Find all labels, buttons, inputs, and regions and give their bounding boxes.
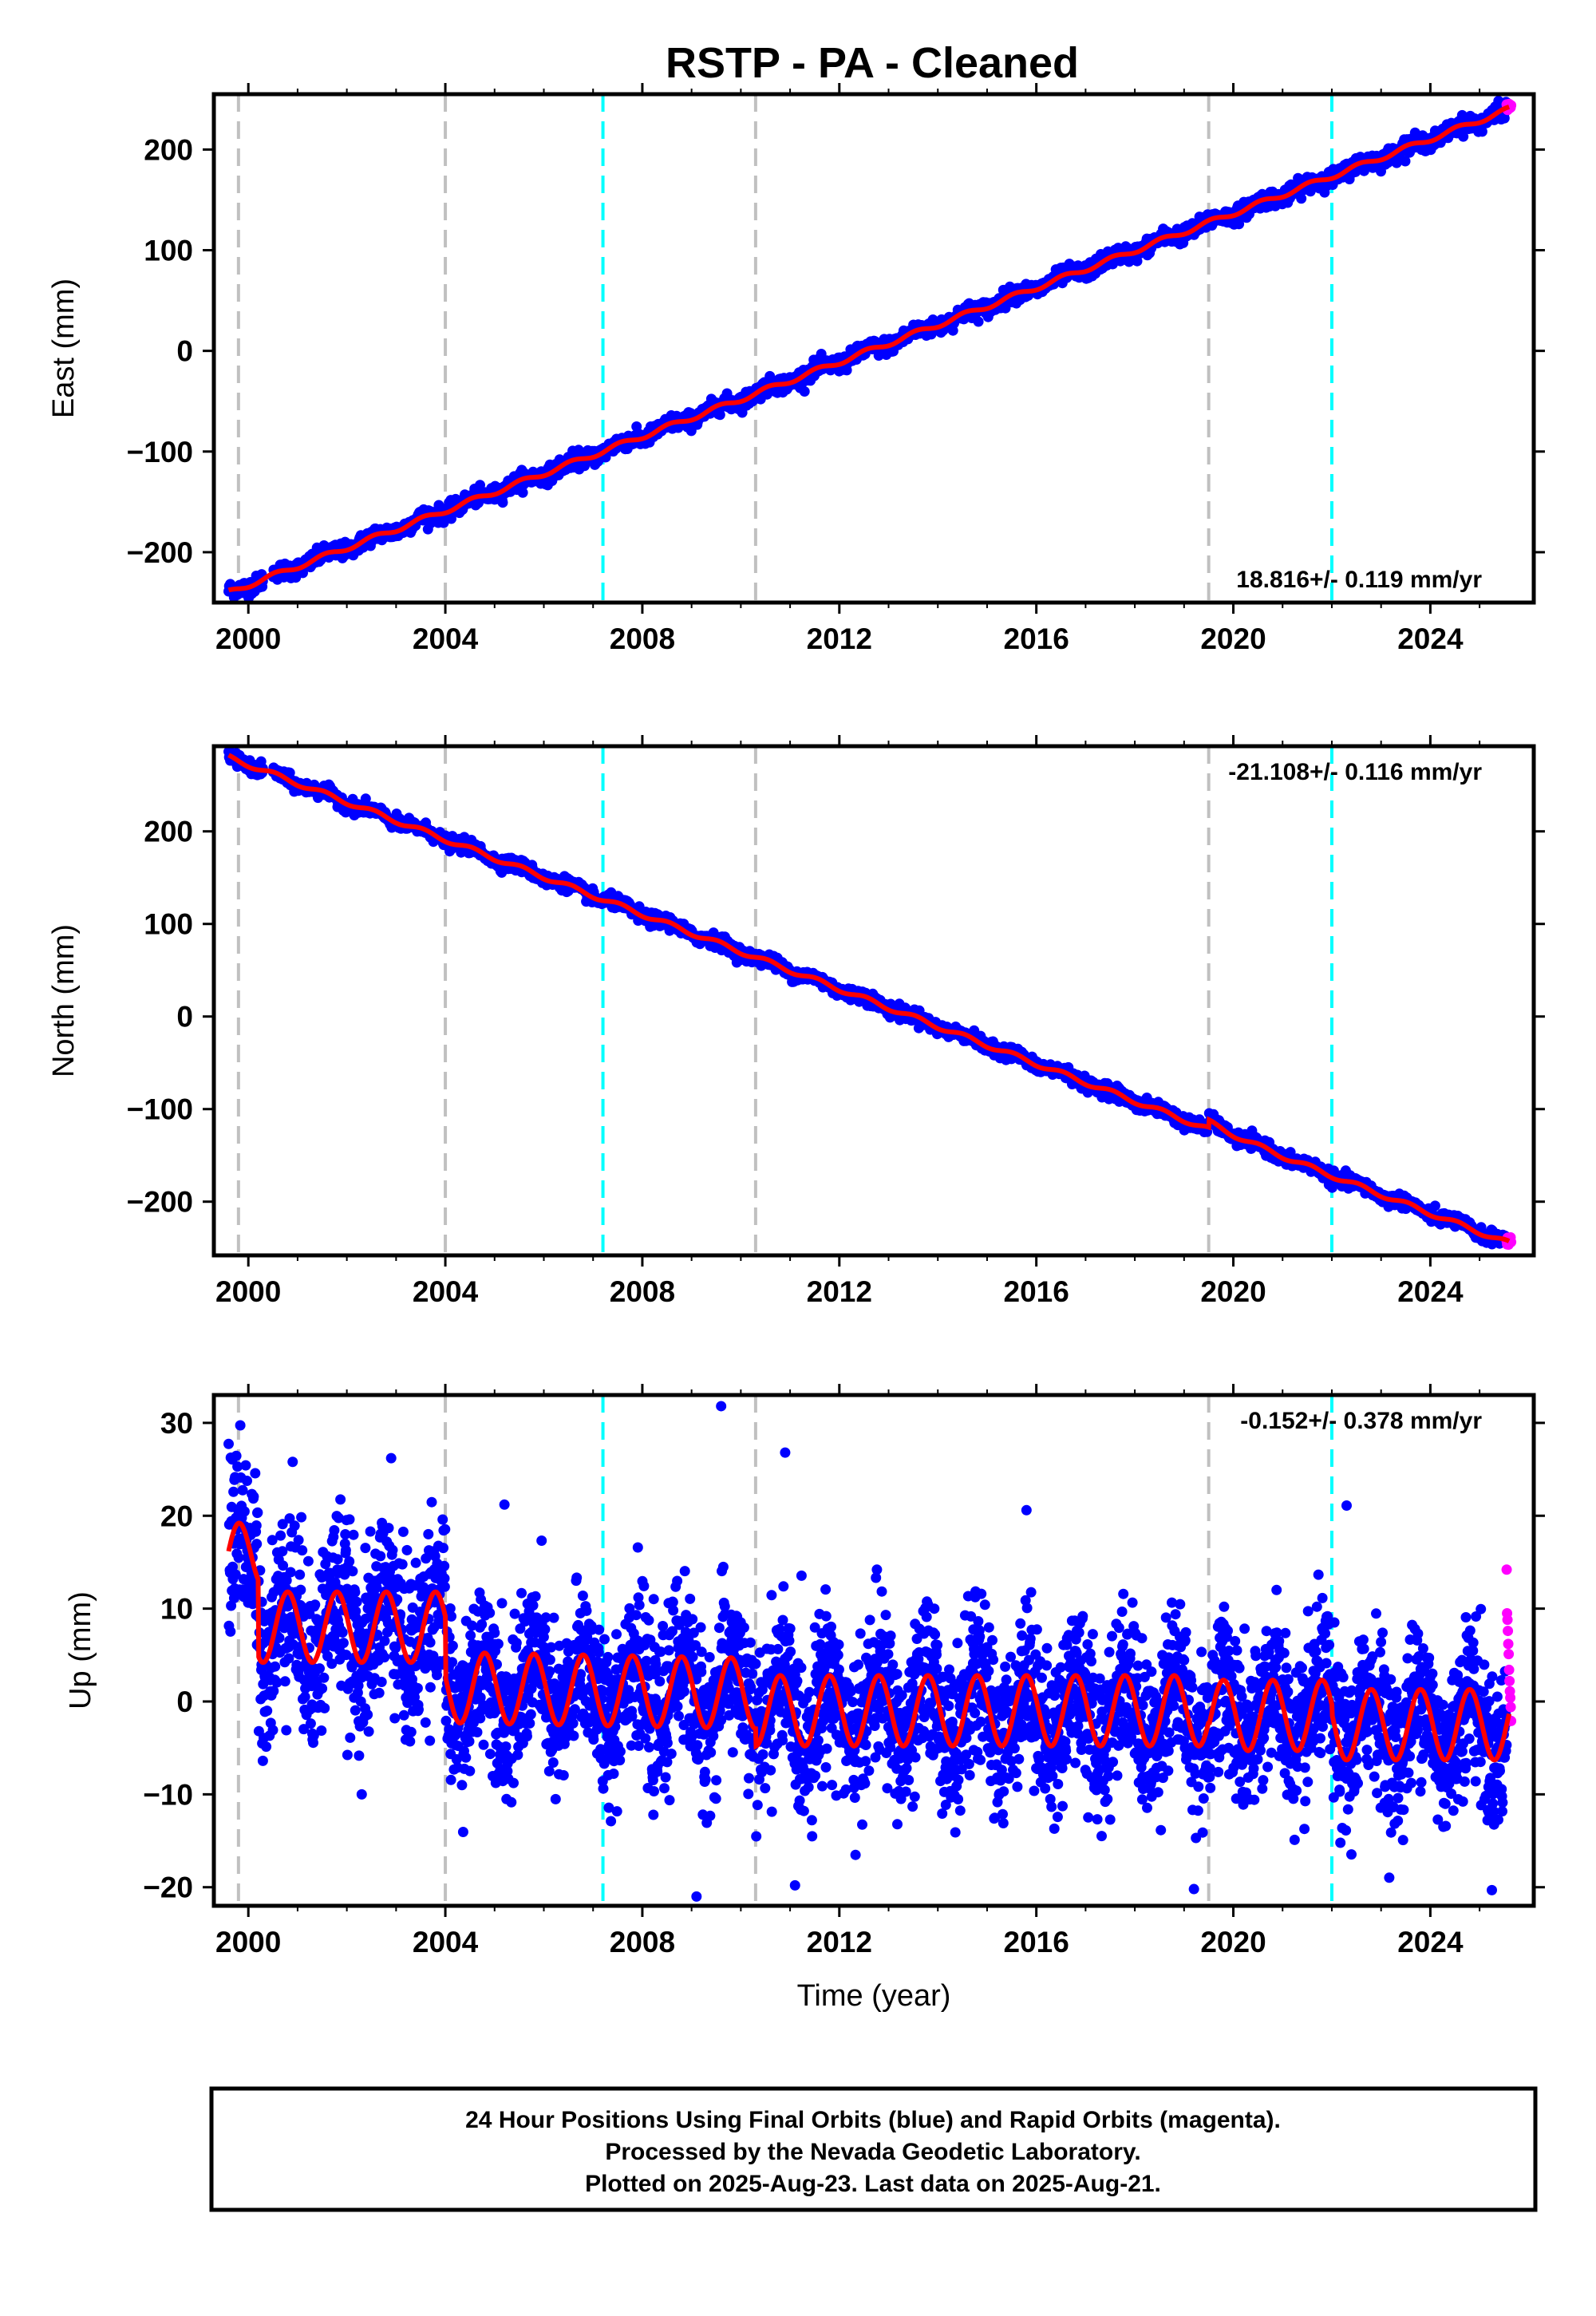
velocity-rate-label: 18.816+/- 0.119 mm/yr: [1236, 567, 1482, 593]
final-orbits-point: [237, 1484, 248, 1496]
x-tick-label: 2000: [215, 622, 281, 655]
final-orbits-point: [251, 1539, 263, 1550]
x-tick-label: 2016: [1004, 1275, 1069, 1308]
final-orbits-point: [228, 1486, 239, 1497]
y-tick-label: −200: [127, 1186, 193, 1219]
x-tick-label: 2020: [1200, 622, 1266, 655]
final-orbits-point: [225, 1626, 236, 1637]
y-tick-label: 0: [176, 1001, 193, 1034]
y-tick-label: 100: [144, 908, 193, 941]
final-orbits-point: [1476, 126, 1487, 137]
final-orbits-point: [250, 1468, 261, 1479]
final-orbits-point: [631, 421, 642, 432]
north-panel: 2000 2004 2008 2012 2016 2020 2024 −200 −100 0 100…: [47, 735, 1545, 1308]
up-panel: 2000 2004 2008 2012 2016 2020 2024−20−10010203…: [64, 1384, 1545, 2013]
y-tick-label: 100: [144, 235, 193, 267]
model-fit-line: [227, 753, 1511, 1243]
final-orbits-point: [252, 1507, 263, 1518]
x-tick-label: 2008: [610, 622, 675, 655]
final-orbits-point: [248, 1491, 259, 1502]
x-tick-label: 2020: [1200, 1275, 1266, 1308]
x-tick-label: 2008: [610, 1275, 675, 1308]
final-orbits-point: [233, 1552, 244, 1563]
east-panel: 2000 2004 2008 2012 2016 2020 2024 −200 −100 0 100…: [47, 83, 1545, 655]
x-tick-label: 2024: [1397, 622, 1464, 655]
chart-title: RSTP - PA - Cleaned: [666, 39, 1079, 87]
final-orbits-point: [240, 1460, 251, 1471]
final-orbits-point: [239, 1506, 250, 1517]
final-orbits-point: [223, 1438, 234, 1449]
final-orbits-point: [1458, 131, 1469, 142]
y-tick-label: −100: [127, 1093, 193, 1126]
x-tick-label: 2000: [215, 1275, 281, 1308]
y-tick-label: −100: [127, 436, 193, 468]
final-orbits-point: [1296, 193, 1307, 204]
model-fit-line: [227, 105, 1511, 593]
x-tick-label: 2004: [413, 1275, 479, 1308]
final-orbits-point: [973, 316, 984, 327]
x-tick-label: 2016: [1004, 622, 1069, 655]
x-tick-label: 2024: [1397, 1275, 1464, 1308]
final-orbits-point: [1429, 1200, 1440, 1211]
final-orbits-point: [242, 1476, 252, 1486]
x-tick-label: 2012: [807, 622, 872, 655]
y-tick-label: 0: [176, 335, 193, 368]
final-orbits-point: [251, 1520, 262, 1531]
y-tick-label: 200: [144, 816, 193, 848]
final-orbits-point: [231, 1450, 242, 1461]
final-orbits-point: [517, 487, 528, 498]
final-orbits-point: [1400, 156, 1411, 167]
y-axis-label: East (mm): [47, 279, 81, 418]
final-orbits-point: [799, 386, 810, 397]
final-orbits-point: [497, 497, 508, 508]
x-tick-label: 2004: [413, 622, 479, 655]
plot-frame: [211, 92, 1536, 605]
velocity-rate-label: -21.108+/- 0.116 mm/yr: [1228, 759, 1482, 785]
y-tick-label: −200: [127, 536, 193, 569]
final-orbits-point: [235, 1420, 246, 1431]
x-tick-label: 2012: [807, 1275, 872, 1308]
y-axis-label: North (mm): [47, 924, 81, 1077]
y-tick-label: 200: [144, 133, 193, 166]
